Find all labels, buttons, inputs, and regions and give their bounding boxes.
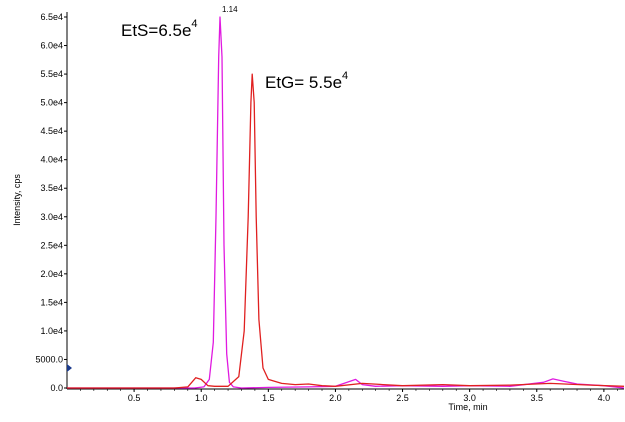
- y-tick-label: 5.0e4: [40, 98, 63, 108]
- y-tick-label: 2.5e4: [40, 240, 63, 250]
- x-tick-label: 1.0: [195, 393, 208, 403]
- annotation-ets: EtS=6.5e4: [121, 18, 198, 40]
- series-group: [67, 16, 624, 389]
- x-tick-label: 3.0: [463, 393, 476, 403]
- y-tick-label: 1.5e4: [40, 297, 63, 307]
- y-tick-label: 5000.0: [35, 354, 63, 364]
- x-axis-title: Time, min: [448, 402, 487, 412]
- y-tick-label: 1.0e4: [40, 326, 63, 336]
- y-tick-label: 2.0e4: [40, 269, 63, 279]
- y-tick-label: 5.5e4: [40, 69, 63, 79]
- y-tick-label: 4.0e4: [40, 155, 63, 165]
- series-line-0: [67, 16, 624, 389]
- x-tick-label: 4.0: [598, 393, 611, 403]
- annotation-etg: EtG= 5.5e4: [265, 70, 348, 92]
- x-tick-label: 2.5: [396, 393, 409, 403]
- x-tick-label: 2.0: [329, 393, 342, 403]
- peak-label: 1.14: [222, 5, 238, 14]
- y-tick-label: 3.5e4: [40, 183, 63, 193]
- y-tick-label: 0.0: [50, 383, 63, 393]
- y-tick-label: 6.5e4: [40, 12, 63, 22]
- annotation-ets-exponent: 4: [191, 18, 197, 30]
- x-axis-ticks: 0.5 1.0 1.5 2.0 2.5 3.0 3.5 4.0: [80, 389, 618, 403]
- x-tick-label: 1.5: [262, 393, 275, 403]
- y-tick-label: 3.0e4: [40, 212, 63, 222]
- annotation-etg-text: EtG= 5.5e: [265, 73, 342, 92]
- y-tick-label: 6.0e4: [40, 41, 63, 51]
- annotation-ets-text: EtS=6.5e: [121, 21, 191, 40]
- x-tick-label: 0.5: [128, 393, 141, 403]
- x-tick-label: 3.5: [531, 393, 544, 403]
- y-axis-marker-icon[interactable]: [67, 364, 72, 372]
- series-line-1: [67, 73, 624, 389]
- peak-labels: 1.14: [222, 5, 238, 14]
- annotation-etg-exponent: 4: [342, 70, 348, 82]
- y-axis-title: Intensity, cps: [12, 174, 22, 226]
- y-tick-label: 4.5e4: [40, 126, 63, 136]
- y-axis-ticks: 0.0 5000.0 1.0e4 1.5e4 2.0e4 2.5e4 3.0e4 3.5e4 4…: [35, 12, 67, 393]
